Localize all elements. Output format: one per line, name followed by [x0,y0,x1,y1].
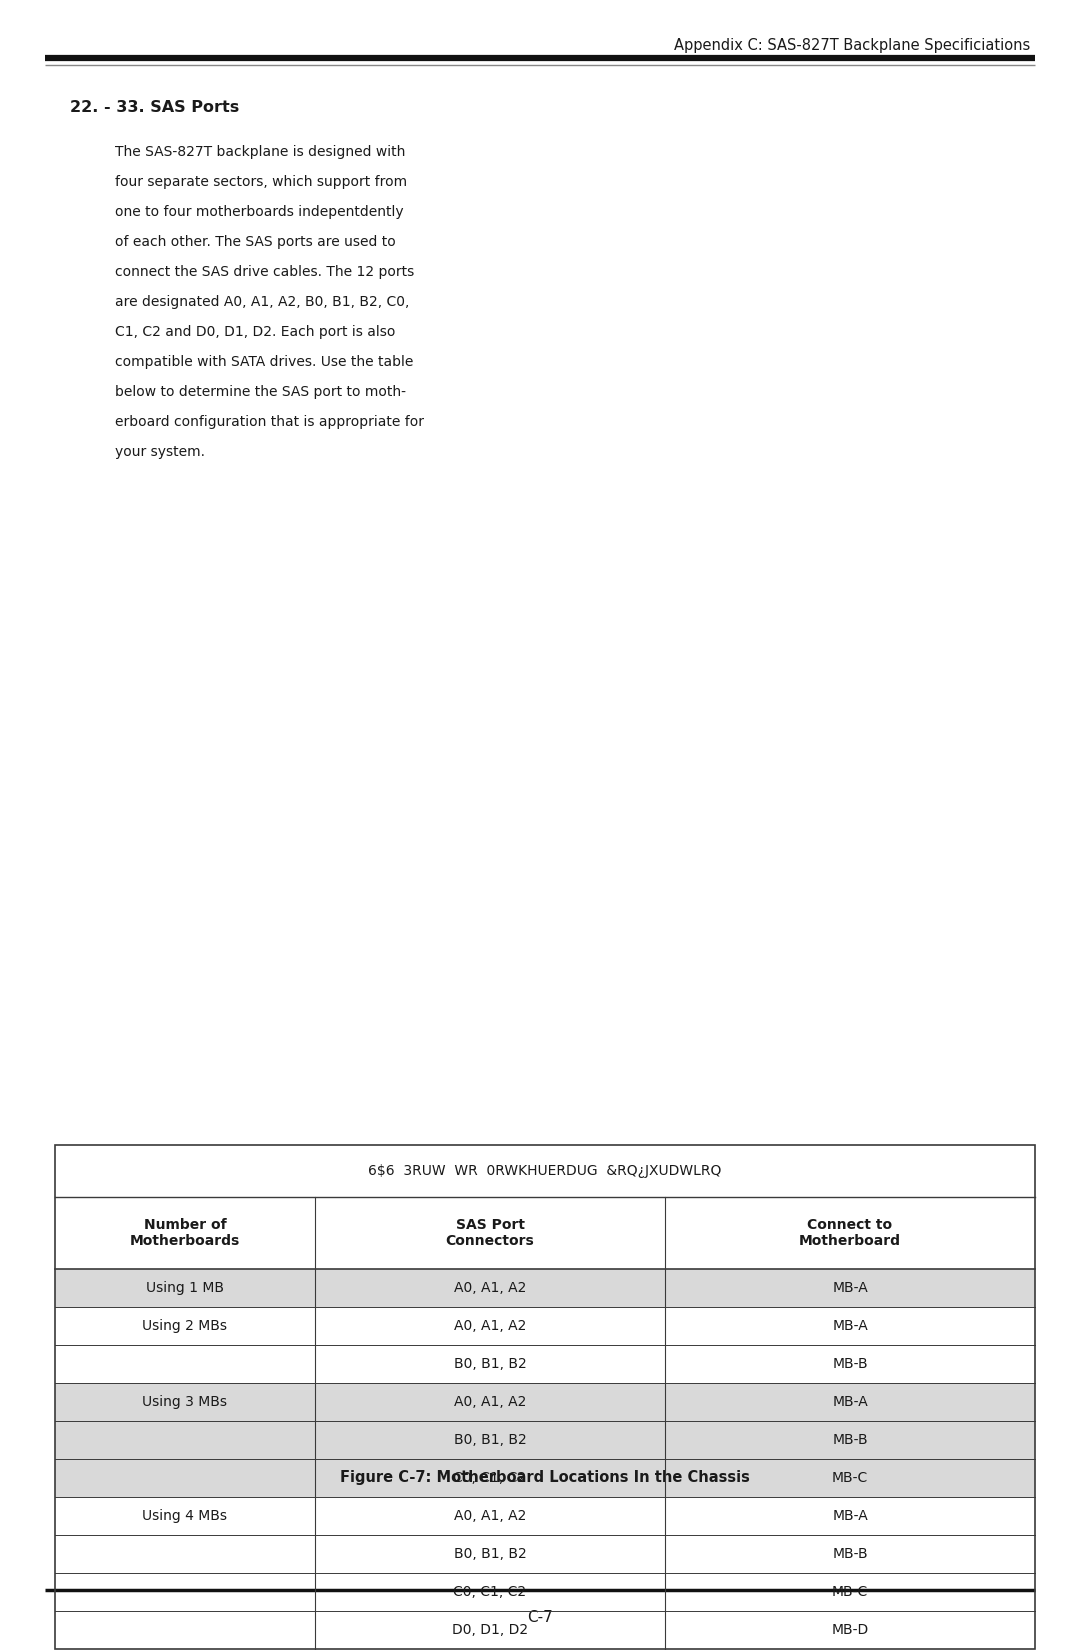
Text: Connect to
Motherboard: Connect to Motherboard [799,1218,901,1247]
Text: four separate sectors, which support from: four separate sectors, which support fro… [114,175,407,190]
Text: below to determine the SAS port to moth-: below to determine the SAS port to moth- [114,384,406,399]
Text: connect the SAS drive cables. The 12 ports: connect the SAS drive cables. The 12 por… [114,266,415,279]
Text: C-7: C-7 [527,1610,553,1625]
Text: D0, D1, D2: D0, D1, D2 [451,1624,528,1637]
Text: Using 4 MBs: Using 4 MBs [143,1510,228,1523]
Text: Figure C-7: Motherboard Locations In the Chassis: Figure C-7: Motherboard Locations In the… [340,1470,750,1485]
Text: your system.: your system. [114,446,205,459]
Bar [55,1459,1035,1497]
Text: MB-A: MB-A [832,1318,868,1333]
Bar [55,1421,1035,1459]
Text: Using 3 MBs: Using 3 MBs [143,1394,228,1409]
Text: B0, B1, B2: B0, B1, B2 [454,1432,526,1447]
Text: A0, A1, A2: A0, A1, A2 [454,1510,526,1523]
Text: B0, B1, B2: B0, B1, B2 [454,1356,526,1371]
Text: MB-B: MB-B [833,1432,868,1447]
Text: MB-A: MB-A [832,1394,868,1409]
Text: MB-C: MB-C [832,1586,868,1599]
Text: Number of
Motherboards: Number of Motherboards [130,1218,240,1247]
Text: MB-B: MB-B [833,1356,868,1371]
Text: A0, A1, A2: A0, A1, A2 [454,1280,526,1295]
Text: SAS Port
Connectors: SAS Port Connectors [446,1218,535,1247]
Bar [55,1269,1035,1307]
Text: 6$6  3RUW  WR  0RWKHUERDUG  &RQ¿JXUDWLRQ: 6$6 3RUW WR 0RWKHUERDUG &RQ¿JXUDWLRQ [368,1163,721,1178]
Text: A0, A1, A2: A0, A1, A2 [454,1394,526,1409]
Bar [55,1145,1035,1648]
Text: of each other. The SAS ports are used to: of each other. The SAS ports are used to [114,234,395,249]
Bar [55,1383,1035,1421]
Text: B0, B1, B2: B0, B1, B2 [454,1548,526,1561]
Text: compatible with SATA drives. Use the table: compatible with SATA drives. Use the tab… [114,355,414,370]
Text: MB-B: MB-B [833,1548,868,1561]
Text: MB-A: MB-A [832,1280,868,1295]
Text: C0, C1, C2: C0, C1, C2 [454,1586,527,1599]
Text: MB-C: MB-C [832,1472,868,1485]
Text: are designated A0, A1, A2, B0, B1, B2, C0,: are designated A0, A1, A2, B0, B1, B2, C… [114,295,409,309]
Text: MB-D: MB-D [832,1624,868,1637]
Text: Appendix C: SAS-827T Backplane Specificiations: Appendix C: SAS-827T Backplane Specifici… [674,38,1030,53]
Text: Using 2 MBs: Using 2 MBs [143,1318,228,1333]
Text: C1, C2 and D0, D1, D2. Each port is also: C1, C2 and D0, D1, D2. Each port is also [114,325,395,338]
Text: The SAS-827T backplane is designed with: The SAS-827T backplane is designed with [114,145,405,158]
Text: Using 1 MB: Using 1 MB [146,1280,224,1295]
Text: A0, A1, A2: A0, A1, A2 [454,1318,526,1333]
Text: MB-A: MB-A [832,1510,868,1523]
Text: C0, C1, C2: C0, C1, C2 [454,1472,527,1485]
Text: one to four motherboards indepentdently: one to four motherboards indepentdently [114,205,404,219]
Text: erboard configuration that is appropriate for: erboard configuration that is appropriat… [114,416,424,429]
Text: 22. - 33. SAS Ports: 22. - 33. SAS Ports [70,101,240,116]
